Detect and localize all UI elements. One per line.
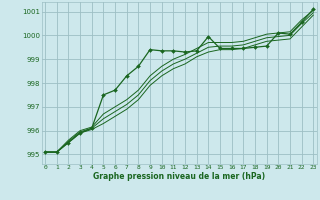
X-axis label: Graphe pression niveau de la mer (hPa): Graphe pression niveau de la mer (hPa)	[93, 172, 265, 181]
